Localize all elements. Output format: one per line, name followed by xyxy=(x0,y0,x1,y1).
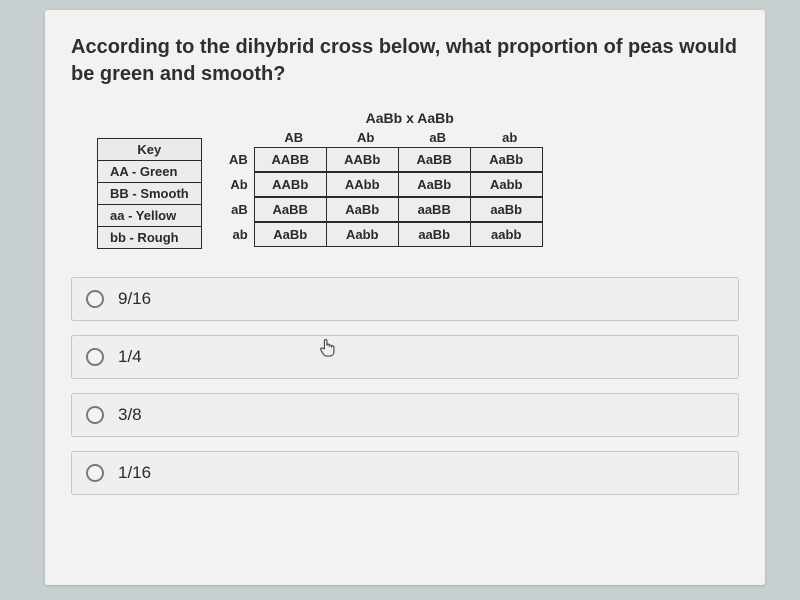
row-header: AB xyxy=(220,152,254,167)
cross-title: AaBb x AaBb xyxy=(274,110,546,126)
punnett-cell: AABB xyxy=(254,148,326,172)
col-header: aB xyxy=(402,130,474,147)
punnett-cell: AABb xyxy=(254,173,326,197)
key-header: Key xyxy=(98,139,202,161)
radio-icon xyxy=(86,464,104,482)
radio-icon xyxy=(86,406,104,424)
col-header: ab xyxy=(474,130,546,147)
punnett-col-headers: AB Ab aB ab xyxy=(258,130,546,147)
row-header: aB xyxy=(220,202,254,217)
option-d[interactable]: 1/16 xyxy=(71,451,739,495)
radio-icon xyxy=(86,290,104,308)
punnett-cell: aaBB xyxy=(398,198,470,222)
key-row: aa - Yellow xyxy=(98,205,202,227)
option-label: 1/16 xyxy=(118,463,151,483)
punnett-cell: Aabb xyxy=(470,173,542,197)
option-a[interactable]: 9/16 xyxy=(71,277,739,321)
figure-area: Key AA - Green BB - Smooth aa - Yellow b… xyxy=(97,110,739,249)
answer-options: 9/16 1/4 3/8 1/16 xyxy=(71,277,739,495)
key-row: AA - Green xyxy=(98,161,202,183)
col-header: AB xyxy=(258,130,330,147)
punnett-cell: Aabb xyxy=(326,223,398,247)
option-label: 9/16 xyxy=(118,289,151,309)
punnett-cell: AaBb xyxy=(254,223,326,247)
question-text: According to the dihybrid cross below, w… xyxy=(71,34,739,88)
question-card: According to the dihybrid cross below, w… xyxy=(45,10,765,585)
key-row: BB - Smooth xyxy=(98,183,202,205)
key-row: bb - Rough xyxy=(98,227,202,249)
punnett-cell: AaBb xyxy=(326,198,398,222)
col-header: Ab xyxy=(330,130,402,147)
punnett-cell: AAbb xyxy=(326,173,398,197)
radio-icon xyxy=(86,348,104,366)
row-header: ab xyxy=(220,227,254,242)
punnett-cell: AABb xyxy=(326,148,398,172)
punnett-cell: AaBB xyxy=(254,198,326,222)
punnett-cell: aaBb xyxy=(398,223,470,247)
punnett-square: AaBb x AaBb AB Ab aB ab AB AABB AABb AaB… xyxy=(220,110,546,247)
key-table: Key AA - Green BB - Smooth aa - Yellow b… xyxy=(97,138,202,249)
punnett-cell: AaBB xyxy=(398,148,470,172)
punnett-cell: AaBb xyxy=(398,173,470,197)
key-legend: Key AA - Green BB - Smooth aa - Yellow b… xyxy=(97,138,202,249)
punnett-cell: aaBb xyxy=(470,198,542,222)
punnett-cell: AaBb xyxy=(470,148,542,172)
option-c[interactable]: 3/8 xyxy=(71,393,739,437)
option-b[interactable]: 1/4 xyxy=(71,335,739,379)
option-label: 3/8 xyxy=(118,405,142,425)
punnett-cell: aabb xyxy=(470,223,542,247)
row-header: Ab xyxy=(220,177,254,192)
option-label: 1/4 xyxy=(118,347,142,367)
punnett-grid: AABB AABb AaBB AaBb xyxy=(254,147,543,172)
